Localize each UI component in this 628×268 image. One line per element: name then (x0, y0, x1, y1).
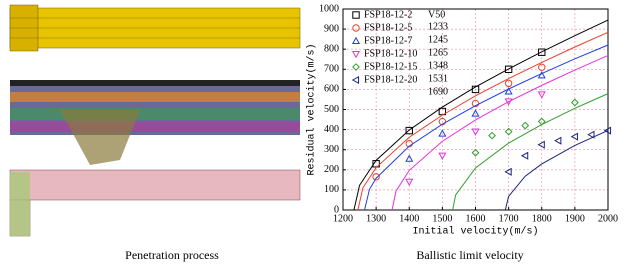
legend-title: V50 (428, 9, 445, 20)
legend-v50: 1245 (428, 34, 448, 45)
x-tick-label: 1300 (366, 213, 386, 224)
marker (587, 130, 595, 139)
marker (504, 79, 513, 88)
fit-curve (504, 129, 609, 211)
plot-frame (342, 8, 609, 211)
legend-v50: 1233 (428, 21, 448, 32)
legend-label: FSP18-12-20 (364, 74, 417, 85)
y-tick-label: 600 (324, 84, 339, 95)
legend-label: FSP18-12-5 (364, 22, 412, 33)
marker (504, 127, 513, 136)
marker (520, 151, 529, 160)
marker (471, 128, 480, 136)
legend-label: FSP18-12-15 (364, 61, 417, 72)
marker (405, 178, 414, 187)
y-tick-label: 300 (324, 144, 339, 155)
legend-marker (352, 63, 360, 71)
x-tick-label: 1800 (532, 213, 552, 224)
marker (538, 63, 546, 71)
y-tick-label: 100 (324, 184, 339, 195)
marker (570, 98, 579, 107)
caption: Penetration process (125, 248, 219, 262)
x-tick-label: 1400 (399, 213, 419, 224)
y-tick-label: 200 (324, 164, 339, 175)
marker (554, 136, 562, 145)
marker (405, 154, 414, 162)
x-tick-label: 1200 (333, 213, 353, 224)
marker (438, 152, 447, 160)
fit-curve (452, 93, 609, 211)
marker (537, 117, 546, 126)
fit-curve (353, 19, 609, 211)
chart: 1200 1300 1400 1500 1600 1700 1800 1900 2000 0 100… (306, 3, 618, 237)
y-tick-label: 800 (324, 43, 339, 54)
y-tick-label: 700 (324, 64, 339, 75)
x-axis-label: Initial velocity(m/s) (412, 226, 538, 238)
marker (504, 167, 512, 176)
legend-marker (351, 50, 361, 59)
marker (504, 87, 513, 95)
legend-marker (351, 36, 361, 45)
marker (471, 148, 480, 157)
marker (372, 173, 380, 181)
fit-curve (391, 54, 609, 211)
fit-curve (357, 31, 609, 211)
marker (570, 132, 578, 141)
y-tick-label: 400 (324, 124, 339, 135)
marker (488, 131, 496, 140)
x-tick-label: 1500 (432, 213, 452, 224)
legend-v50: 1690 (428, 86, 448, 97)
x-tick-label: 1600 (466, 213, 486, 224)
legend-label: FSP18-12-2 (364, 9, 412, 20)
y-axis-label: Residual velocity(m/s) (306, 43, 318, 175)
marker (504, 98, 513, 106)
marker (405, 126, 413, 135)
y-tick-label: 0 (334, 204, 339, 215)
marker (471, 85, 480, 94)
penetration-image (9, 4, 301, 237)
x-tick-label: 1900 (565, 213, 585, 224)
y-tick-label: 1000 (319, 3, 339, 14)
legend-v50: 1265 (428, 47, 448, 58)
legend-label: FSP18-12-10 (364, 48, 417, 59)
marker (537, 140, 545, 149)
marker (471, 109, 480, 117)
marker (537, 91, 546, 99)
marker (521, 121, 530, 130)
marker (537, 71, 546, 79)
legend-label: FSP18-12-7 (364, 35, 412, 46)
legend-v50: 1531 (428, 73, 448, 84)
fit-curve (364, 44, 609, 211)
marker (471, 99, 480, 108)
marker (603, 126, 612, 135)
marker (538, 48, 546, 56)
legend-marker (351, 75, 360, 85)
y-tick-label: 500 (324, 104, 339, 115)
x-tick-label: 1700 (499, 213, 519, 224)
caption: Ballistic limit velocity (416, 248, 523, 262)
y-tick-label: 900 (324, 23, 339, 34)
legend-v50: 1348 (428, 60, 448, 71)
legend-marker (352, 11, 360, 19)
marker (438, 129, 447, 137)
legend-marker (352, 24, 360, 32)
marker (504, 65, 513, 73)
x-tick-label: 2000 (598, 213, 618, 224)
